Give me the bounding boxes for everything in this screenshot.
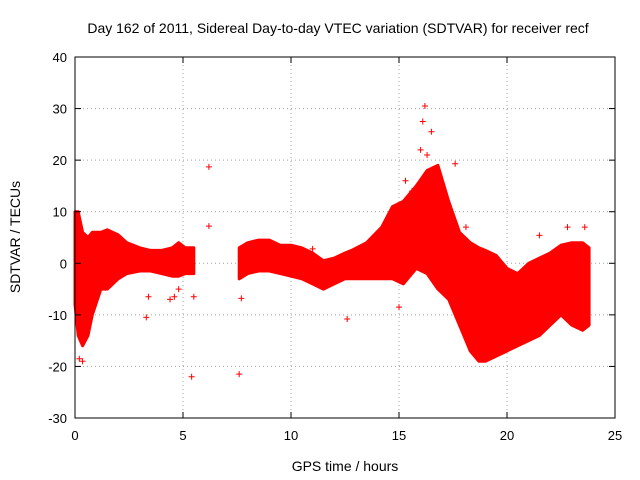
x-tick-label: 25 bbox=[608, 428, 622, 443]
data-point bbox=[428, 128, 435, 135]
data-points bbox=[73, 102, 591, 380]
data-point bbox=[462, 224, 469, 231]
grid-lines bbox=[75, 57, 615, 418]
data-point bbox=[573, 260, 580, 267]
y-tick-label: 0 bbox=[60, 256, 67, 271]
data-point bbox=[205, 223, 212, 230]
data-point bbox=[408, 188, 415, 195]
data-point bbox=[143, 314, 150, 321]
data-point bbox=[344, 315, 351, 322]
data-point bbox=[396, 304, 402, 311]
axis-ticks bbox=[74, 56, 616, 419]
x-tick-label: 5 bbox=[179, 428, 186, 443]
y-tick-label: 20 bbox=[53, 153, 67, 168]
chart-title: Day 162 of 2011, Sidereal Day-to-day VTE… bbox=[87, 20, 588, 36]
data-point bbox=[417, 146, 424, 153]
y-tick-label: 10 bbox=[53, 205, 67, 220]
x-tick-label: 0 bbox=[71, 428, 78, 443]
plot-frame bbox=[74, 56, 616, 419]
x-tick-label: 10 bbox=[284, 428, 298, 443]
data-point bbox=[79, 358, 86, 365]
data-point bbox=[238, 295, 245, 302]
data-point bbox=[145, 293, 152, 300]
data-point bbox=[175, 286, 182, 293]
data-point bbox=[190, 293, 197, 300]
data-point bbox=[167, 296, 174, 303]
data-point bbox=[236, 371, 243, 378]
data-point bbox=[424, 151, 431, 158]
data-point bbox=[309, 245, 316, 252]
data-point bbox=[421, 102, 428, 109]
data-point bbox=[188, 373, 195, 380]
x-tick-label: 20 bbox=[500, 428, 514, 443]
data-band bbox=[237, 163, 591, 363]
data-point bbox=[555, 306, 562, 313]
data-point bbox=[419, 118, 426, 125]
data-point bbox=[452, 160, 459, 167]
data-point bbox=[581, 224, 588, 231]
data-band bbox=[73, 210, 196, 348]
data-point bbox=[564, 224, 571, 231]
data-point bbox=[171, 293, 178, 300]
x-tick-label: 15 bbox=[392, 428, 406, 443]
tick-labels: 0 5 10 15 20 25 -30 -20 -10 0 10 20 30 40 bbox=[48, 50, 622, 443]
y-tick-label: -30 bbox=[48, 411, 67, 426]
data-point bbox=[205, 163, 212, 170]
y-axis-label: SDTVAR / TECUs bbox=[7, 181, 23, 293]
data-point bbox=[76, 355, 83, 362]
data-point bbox=[402, 177, 409, 184]
data-point bbox=[536, 232, 543, 239]
x-axis-label: GPS time / hours bbox=[292, 458, 399, 474]
y-tick-label: 30 bbox=[53, 102, 67, 117]
y-tick-label: -20 bbox=[48, 359, 67, 374]
y-tick-label: 40 bbox=[53, 50, 67, 65]
y-tick-label: -10 bbox=[48, 308, 67, 323]
